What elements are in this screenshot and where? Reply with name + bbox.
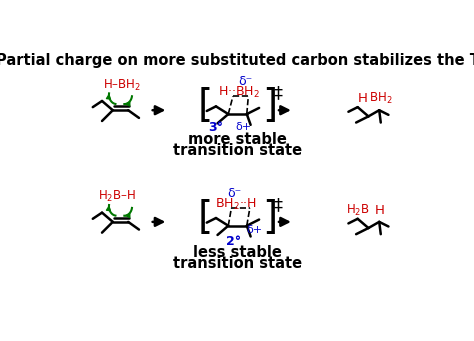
Text: δ⁻: δ⁻	[228, 187, 242, 200]
Text: ]: ]	[262, 87, 277, 125]
Text: δ+: δ+	[236, 122, 252, 132]
Text: transition state: transition state	[173, 143, 302, 158]
Text: H··BH$_2$: H··BH$_2$	[218, 85, 260, 100]
Text: H–BH$_2$: H–BH$_2$	[103, 78, 141, 93]
Text: Partial charge on more substituted carbon stabilizes the TS: Partial charge on more substituted carbo…	[0, 53, 474, 68]
Text: H$_2$B: H$_2$B	[346, 203, 370, 218]
Text: transition state: transition state	[173, 256, 302, 271]
Text: δ+: δ+	[246, 225, 263, 235]
Text: [: [	[198, 87, 213, 125]
Text: BH$_2$: BH$_2$	[369, 91, 392, 106]
Text: 3°: 3°	[209, 121, 223, 134]
Text: H: H	[357, 92, 367, 105]
Text: H$_2$B–H: H$_2$B–H	[98, 189, 136, 204]
Text: δ⁻: δ⁻	[238, 75, 252, 88]
Text: 2°: 2°	[226, 235, 241, 248]
Text: less stable: less stable	[193, 245, 282, 260]
Text: [: [	[198, 199, 213, 237]
Text: more stable: more stable	[188, 132, 287, 147]
Text: ‡: ‡	[273, 84, 282, 102]
Text: BH$_2$··H: BH$_2$··H	[215, 197, 257, 212]
Text: ‡: ‡	[273, 196, 282, 214]
Text: ]: ]	[262, 199, 277, 237]
Text: H: H	[374, 204, 384, 217]
